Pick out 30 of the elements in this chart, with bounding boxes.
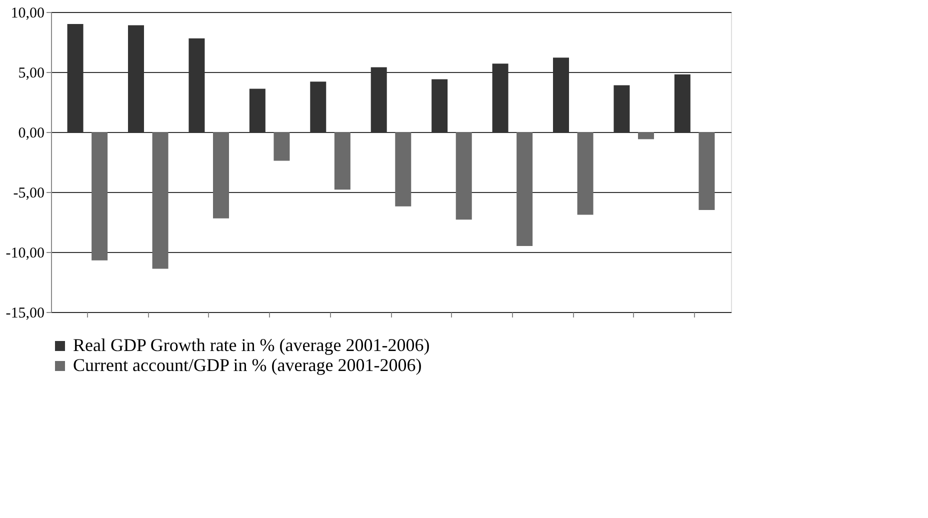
legend-label: Real GDP Growth rate in % (average 2001-2006): [73, 335, 430, 355]
bar: [249, 88, 266, 132]
bar: [553, 58, 569, 132]
bar: [213, 132, 229, 218]
bar: [492, 64, 508, 132]
y-tick-label: -5,00: [13, 186, 44, 202]
y-tick-label: -10,00: [6, 246, 44, 262]
bar: [92, 132, 108, 260]
bar: [370, 67, 387, 132]
bar: [432, 79, 448, 132]
bar: [516, 132, 533, 246]
bar: [638, 132, 654, 140]
y-tick-label: 5,00: [18, 66, 44, 82]
bar: [128, 25, 144, 132]
bar: [395, 132, 412, 206]
bar: [698, 132, 715, 210]
bar: [274, 132, 290, 161]
bar: [577, 132, 594, 215]
bar: [456, 132, 472, 220]
bar: [152, 132, 168, 269]
bar: [334, 132, 350, 190]
bar: [674, 74, 690, 132]
bar: [310, 82, 326, 132]
y-tick-label: -15,00: [6, 306, 44, 322]
bar: [188, 38, 205, 132]
y-tick-label: 10,00: [10, 6, 44, 22]
y-tick-label: 0,00: [18, 126, 44, 142]
legend-label: Current account/GDP in % (average 2001-2006): [73, 355, 422, 375]
bar: [67, 24, 84, 132]
bar: [614, 85, 630, 132]
